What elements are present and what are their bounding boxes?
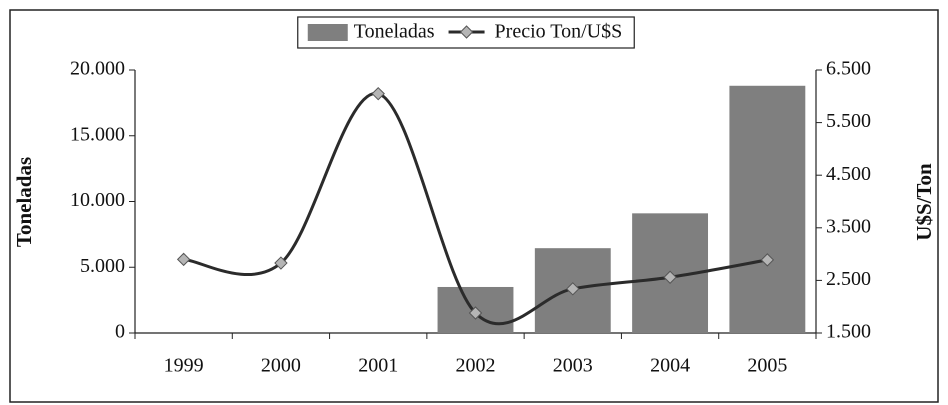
y2-tick-label: 3.500 xyxy=(826,215,871,237)
y2-tick-label: 1.500 xyxy=(826,321,871,343)
legend-label: Toneladas xyxy=(354,21,435,43)
y-tick-label: 0 xyxy=(115,321,125,343)
x-tick-label: 2003 xyxy=(553,355,593,377)
line-marker xyxy=(371,86,385,101)
y-tick-label: 10.000 xyxy=(70,189,125,211)
x-tick-label: 2000 xyxy=(261,355,301,377)
line-marker xyxy=(274,256,288,270)
legend-swatch xyxy=(307,24,348,41)
line-marker xyxy=(468,306,483,320)
legend-label: Precio Ton/U$S xyxy=(495,21,623,43)
y-tick-label: 20.000 xyxy=(70,58,125,80)
x-tick-label: 2001 xyxy=(358,355,398,377)
line-marker xyxy=(566,282,580,296)
y2-tick-label: 4.500 xyxy=(826,163,871,185)
y2-tick-label: 5.500 xyxy=(826,110,871,132)
line-marker xyxy=(176,252,191,267)
chart-border xyxy=(9,9,939,403)
legend: Toneladas Precio Ton/U$S xyxy=(297,16,635,49)
x-tick-label: 2002 xyxy=(456,355,496,377)
x-tick-label: 1999 xyxy=(164,355,204,377)
y2-tick-label: 2.500 xyxy=(826,268,871,290)
line-marker xyxy=(760,253,775,267)
x-tick-label: 2005 xyxy=(747,355,787,377)
y2-axis-title: U$S/Ton xyxy=(912,163,936,241)
line-marker xyxy=(663,270,677,284)
y-axis-title: Toneladas xyxy=(12,157,36,247)
y-tick-label: 5.000 xyxy=(80,255,125,277)
y2-tick-label: 6.500 xyxy=(826,58,871,80)
bar xyxy=(729,85,806,333)
price-line xyxy=(183,92,768,326)
y-tick-label: 15.000 xyxy=(70,123,125,145)
legend-marker xyxy=(459,25,474,39)
x-tick-label: 2004 xyxy=(650,355,690,377)
